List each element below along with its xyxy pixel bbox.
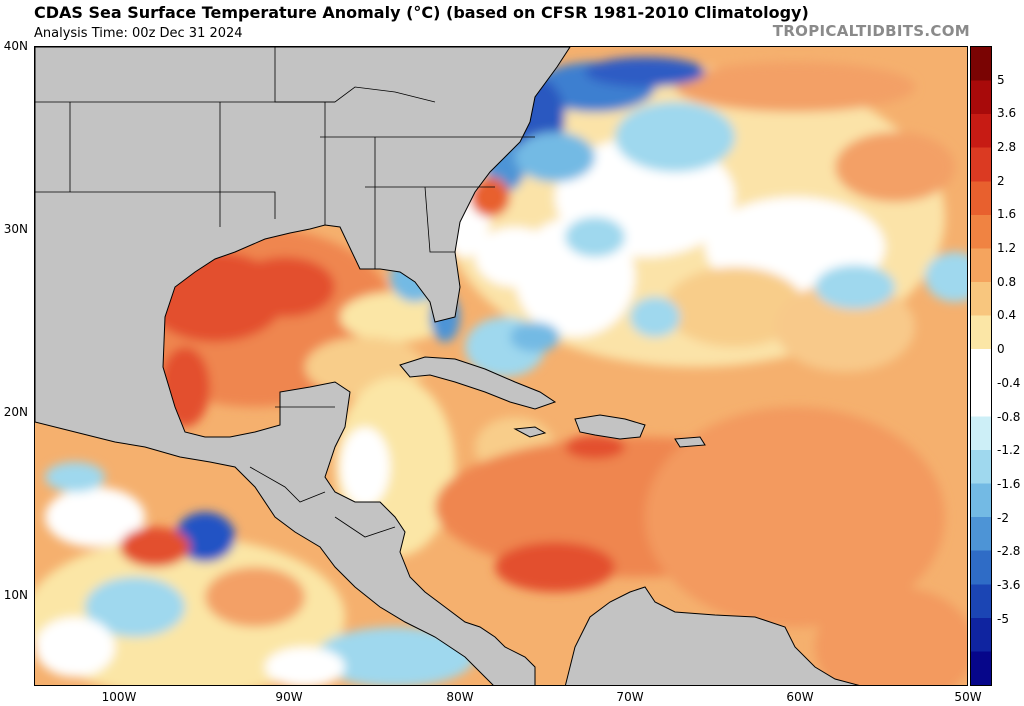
colorbar-label: 5 <box>997 72 1005 87</box>
source-credit: TROPICALTIDBITS.COM <box>772 22 970 40</box>
colorbar-label: -1.2 <box>997 443 1021 458</box>
colorbar <box>970 46 992 686</box>
colorbar-label: 3.6 <box>997 106 1017 121</box>
colorbar-label: 0.8 <box>997 274 1017 289</box>
colorbar-label: 0 <box>997 342 1005 357</box>
lat-label-10n: 10N <box>3 588 28 602</box>
lon-label-50w: 50W <box>954 690 982 704</box>
colorbar-label: -2 <box>997 510 1009 525</box>
colorbar-label: 1.6 <box>997 207 1017 222</box>
colorbar-label: -5 <box>997 611 1009 626</box>
colorbar-label: 0.4 <box>997 308 1017 323</box>
lat-label-20n: 20N <box>3 405 28 419</box>
colorbar-label: -3.6 <box>997 577 1021 592</box>
lat-label-30n: 30N <box>3 222 28 236</box>
lon-label-100w: 100W <box>101 690 137 704</box>
land-masses <box>35 47 860 685</box>
colorbar-label: -0.4 <box>997 375 1021 390</box>
colorbar-label: 2 <box>997 173 1005 188</box>
colorbar-label: -2.8 <box>997 544 1021 559</box>
colorbar-label: -0.8 <box>997 409 1021 424</box>
lat-label-40n: 40N <box>3 39 28 53</box>
lon-label-60w: 60W <box>786 690 814 704</box>
colorbar-label: 2.8 <box>997 140 1017 155</box>
lon-label-70w: 70W <box>616 690 644 704</box>
map-title: CDAS Sea Surface Temperature Anomaly (°C… <box>34 3 809 22</box>
sst-anomaly-map <box>34 46 968 686</box>
colorbar-label: -1.6 <box>997 476 1021 491</box>
anomaly-field <box>35 57 967 685</box>
colorbar-label: 1.2 <box>997 241 1017 256</box>
lon-label-90w: 90W <box>275 690 303 704</box>
lon-label-80w: 80W <box>446 690 474 704</box>
political-borders <box>35 47 535 538</box>
analysis-time: Analysis Time: 00z Dec 31 2024 <box>34 26 243 41</box>
